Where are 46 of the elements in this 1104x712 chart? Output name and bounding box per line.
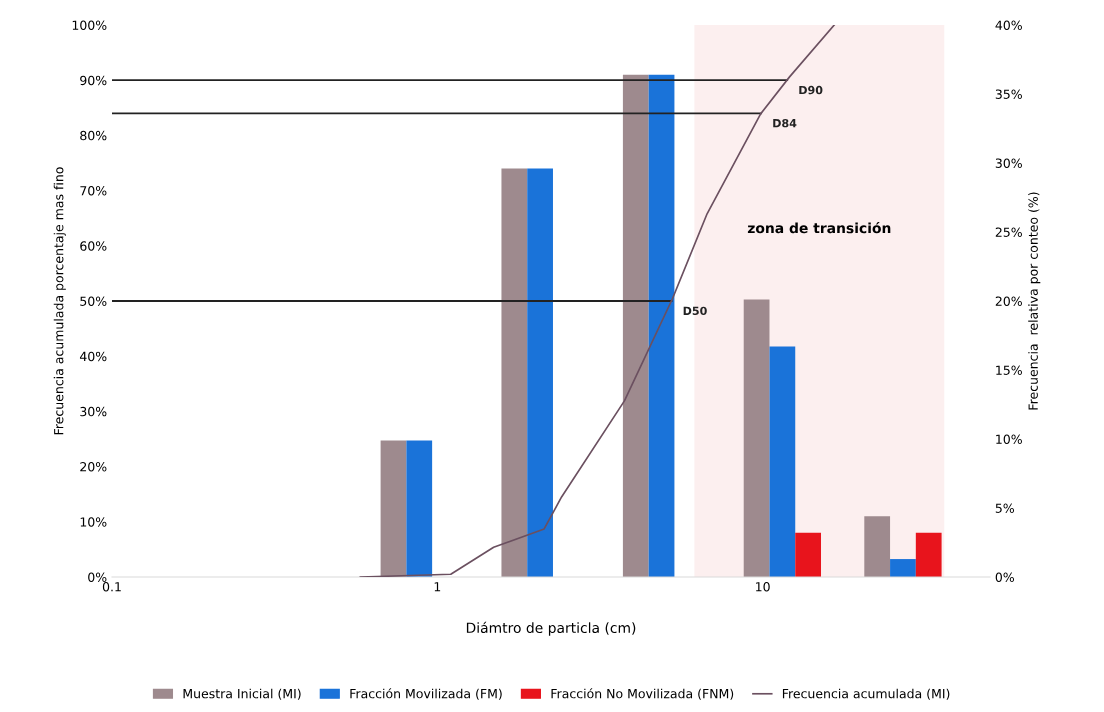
band-label: zona de transición	[747, 221, 891, 234]
bar	[648, 74, 675, 577]
bar	[622, 74, 649, 577]
bar	[915, 532, 942, 577]
x-tick-label: 10	[756, 582, 770, 592]
y2-tick-label: 0%	[995, 572, 1014, 582]
bar	[743, 299, 770, 577]
legend-label: Muestra Inicial (MI)	[183, 688, 301, 700]
x-axis-title: Diámtro de particla (cm)	[466, 621, 636, 636]
bar	[890, 559, 916, 577]
bar	[795, 532, 822, 577]
y-tick-label: 30%	[80, 406, 107, 417]
y2-axis-title: Frecuencia relativa por conteo (%)	[1028, 192, 1041, 410]
bar	[501, 168, 528, 577]
ref-line-label: D84	[773, 118, 797, 128]
y-tick-label: 90%	[80, 75, 107, 86]
legend-label: Fracción No Movilizada (FNM)	[551, 688, 734, 700]
legend-label: Fracción Movilizada (FM)	[350, 688, 502, 700]
y-axis-title: Frecuencia acumulada porcentaje mas fino	[53, 167, 66, 435]
y-tick-label: 100%	[72, 20, 107, 30]
y-tick-label: 60%	[80, 241, 107, 251]
bar	[380, 440, 407, 577]
bar	[864, 516, 891, 577]
legend-label: Frecuencia acumulada (MI)	[782, 688, 950, 700]
y-tick-label: 70%	[80, 186, 107, 196]
y2-tick-label: 5%	[995, 503, 1014, 513]
y2-tick-label: 30%	[995, 158, 1022, 168]
y-tick-label: 20%	[80, 462, 107, 472]
x-tick-label: 0.1	[102, 582, 121, 592]
y-tick-label: 50%	[80, 296, 107, 306]
y-tick-label: 0%	[88, 572, 107, 582]
ref-line-label: D90	[799, 85, 823, 95]
y2-tick-label: 25%	[995, 227, 1022, 237]
y-tick-label: 40%	[79, 351, 107, 362]
bar	[406, 440, 433, 577]
y2-tick-label: 35%	[995, 89, 1022, 99]
bar	[769, 346, 796, 577]
ref-line-label: D50	[683, 306, 707, 316]
y2-tick-label: 20%	[995, 296, 1022, 306]
y2-tick-label: 10%	[996, 434, 1022, 444]
y2-tick-label: 40%	[995, 20, 1022, 30]
y-tick-label: 10%	[80, 517, 107, 527]
x-tick-label: 1	[434, 582, 441, 592]
y2-tick-label: 15%	[996, 365, 1022, 375]
y-tick-label: 80%	[80, 130, 107, 141]
bar	[527, 168, 553, 577]
